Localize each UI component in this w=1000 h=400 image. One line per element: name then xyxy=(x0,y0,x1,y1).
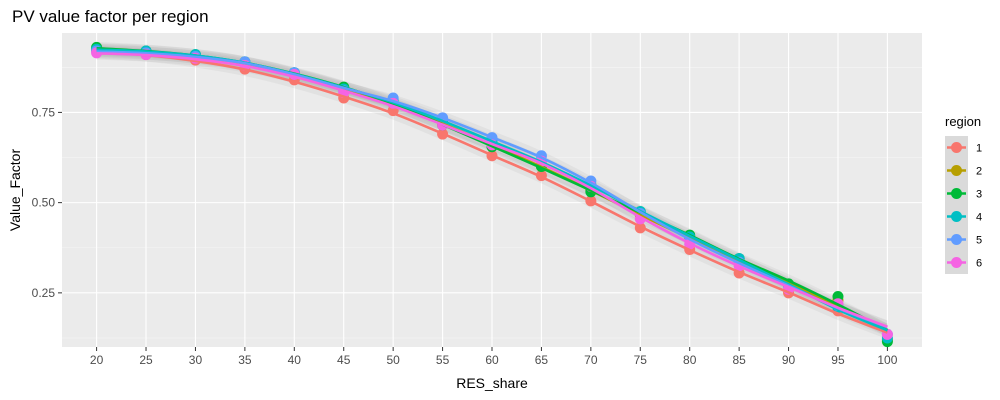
y-tick-label: 0.25 xyxy=(32,286,56,300)
legend-label: 2 xyxy=(976,166,982,178)
x-tick-label: 55 xyxy=(436,353,450,367)
x-tick-label: 80 xyxy=(683,353,697,367)
x-tick-label: 90 xyxy=(782,353,796,367)
x-tick-label: 45 xyxy=(337,353,351,367)
legend-title: region xyxy=(945,114,981,129)
x-tick-label: 25 xyxy=(139,353,153,367)
x-axis-title: RES_share xyxy=(456,375,528,391)
fit-line-region-5 xyxy=(96,50,888,329)
x-tick-label: 75 xyxy=(634,353,648,367)
x-tick-label: 35 xyxy=(238,353,252,367)
x-tick-label: 100 xyxy=(877,353,897,367)
x-tick-label: 40 xyxy=(288,353,302,367)
fit-line-region-1 xyxy=(96,50,888,334)
legend-label: 3 xyxy=(976,189,982,201)
x-tick-label: 65 xyxy=(535,353,549,367)
y-tick-label: 0.75 xyxy=(32,105,56,119)
legend-label: 1 xyxy=(976,143,982,155)
legend-key-point xyxy=(951,188,962,199)
fit-line-region-6 xyxy=(96,52,888,328)
legend-label: 4 xyxy=(976,212,982,224)
y-axis-title: Value_Factor xyxy=(7,149,23,232)
chart-title: PV value factor per region xyxy=(12,7,209,26)
x-tick-label: 95 xyxy=(831,353,845,367)
legend-key-point xyxy=(951,257,962,268)
legend: region 1 2 3 4 5 6 xyxy=(945,114,982,274)
x-tick-label: 85 xyxy=(732,353,746,367)
legend-key-point xyxy=(951,211,962,222)
legend-label: 6 xyxy=(976,258,982,270)
x-tick-label: 50 xyxy=(386,353,400,367)
legend-label: 5 xyxy=(976,235,982,247)
legend-key-point xyxy=(951,165,962,176)
x-tick-label: 20 xyxy=(90,353,104,367)
legend-key-point xyxy=(951,142,962,153)
x-tick-label: 70 xyxy=(584,353,598,367)
x-tick-label: 60 xyxy=(485,353,499,367)
y-tick-label: 0.50 xyxy=(32,196,56,210)
legend-key-point xyxy=(951,234,962,245)
x-tick-label: 30 xyxy=(189,353,203,367)
